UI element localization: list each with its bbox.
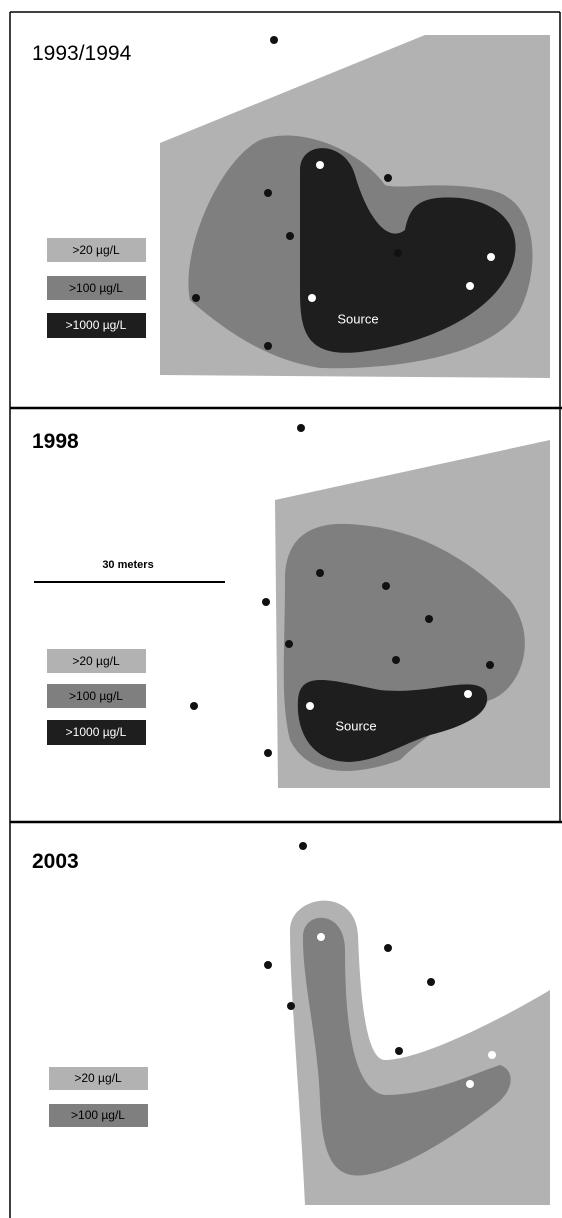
wells	[192, 36, 402, 350]
legend-swatch	[47, 238, 146, 262]
panel-title: 2003	[32, 850, 79, 873]
source-label: Source	[335, 718, 376, 733]
wells	[264, 842, 435, 1055]
legend-label: >20 µg/L	[72, 654, 120, 668]
legend-label: >100 µg/L	[69, 281, 123, 295]
panel-title: 1993/1994	[32, 42, 132, 65]
source-label: Source	[337, 311, 378, 326]
legend-swatch	[47, 720, 146, 745]
panel-1: 1993/1994 Source >20 µg/L >100 µg/L >100…	[32, 35, 550, 378]
wells-in-plume	[317, 933, 496, 1088]
legend-label: >20 µg/L	[72, 243, 120, 257]
legend-swatch	[49, 1104, 148, 1127]
scale-label: 30 meters	[102, 559, 153, 571]
panel-3: 2003 >20 µg/L >100 µg/L	[32, 842, 550, 1205]
zone-100	[302, 917, 511, 1176]
frame	[9, 11, 562, 1218]
legend-label: >20 µg/L	[74, 1071, 122, 1085]
panel-title: 1998	[32, 430, 79, 453]
legend-swatch	[49, 1067, 148, 1090]
legend-label: >1000 µg/L	[66, 725, 127, 739]
zone-1000	[297, 680, 488, 762]
legend-label: >100 µg/L	[71, 1108, 125, 1122]
panel-2: 1998 Source 30 meters >20 µg/L >100 µg/L…	[32, 424, 550, 788]
wells-in-plume	[306, 690, 472, 710]
legend-swatch	[47, 276, 146, 300]
wells	[190, 424, 494, 757]
legend-swatch	[47, 313, 146, 338]
legend-label: >100 µg/L	[69, 689, 123, 703]
legend-swatch	[47, 684, 146, 708]
zone-1000	[300, 148, 516, 353]
legend-swatch	[47, 649, 146, 673]
wells-in-plume	[308, 161, 495, 302]
legend-label: >1000 µg/L	[66, 318, 127, 332]
